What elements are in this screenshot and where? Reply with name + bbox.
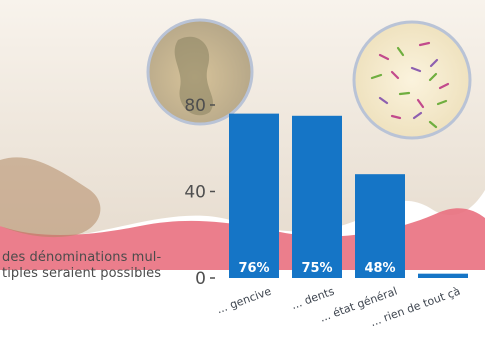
bar xyxy=(355,174,405,278)
y-tick-label: 80 xyxy=(184,96,206,116)
bar-value-label: 48% xyxy=(364,261,395,276)
bar xyxy=(418,273,468,278)
bar xyxy=(292,115,342,278)
x-category-label: ... gencive xyxy=(215,285,273,317)
bar xyxy=(229,113,279,279)
footnote: des dénominations mul-tiples seraient po… xyxy=(2,250,162,281)
tartar-deposit xyxy=(0,157,101,238)
y-tick-label: 40 xyxy=(184,182,206,202)
bar-value-label: 75% xyxy=(301,261,332,276)
bacteria-zoom-circle xyxy=(352,20,472,140)
bacteria-pattern xyxy=(370,41,450,129)
tartar-zoom-detail xyxy=(174,36,214,116)
bar-value-label: 76% xyxy=(238,261,269,276)
y-tick-label: 0 xyxy=(195,269,206,289)
